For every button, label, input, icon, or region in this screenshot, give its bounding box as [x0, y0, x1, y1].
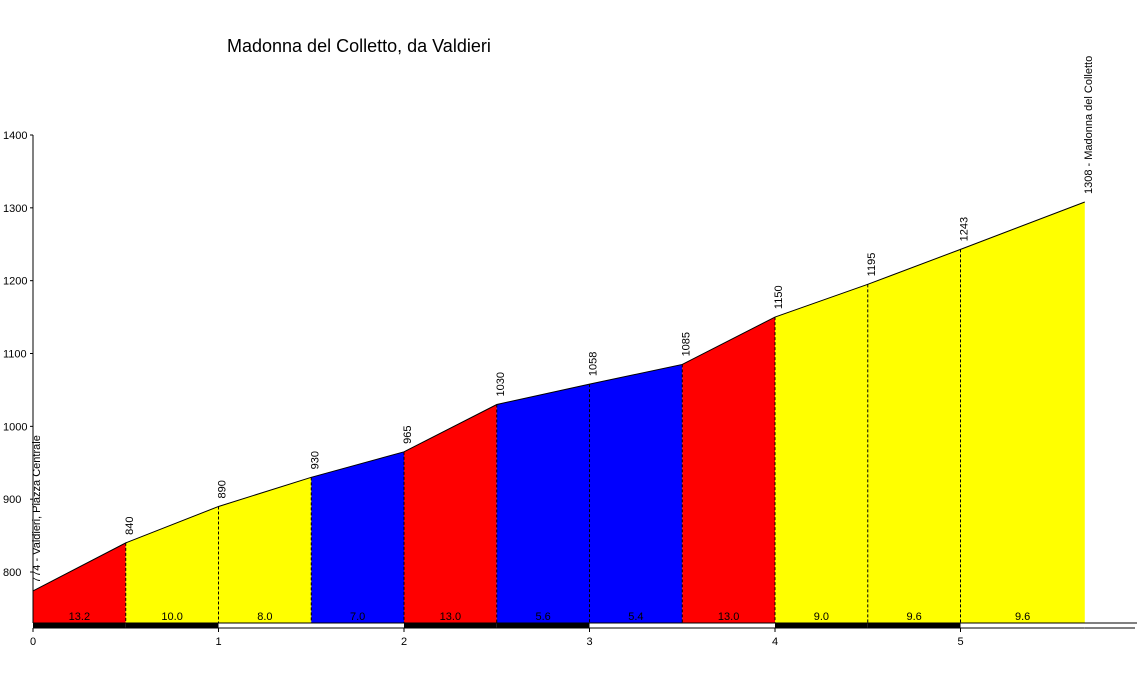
y-tick-label-6: 1400: [3, 130, 27, 142]
altitude-label-6: 1030: [495, 372, 507, 396]
grade-segment-3: [218, 477, 312, 623]
y-tick-label-3: 1100: [3, 349, 27, 361]
x-tick-label-0: 0: [30, 636, 36, 648]
x-tick-label-5: 5: [957, 636, 963, 648]
km-bar-block-8: [682, 623, 775, 628]
grade-segments: [33, 202, 1085, 623]
grade-label-1: 13.2: [69, 611, 90, 623]
km-bar-block-12: [1053, 623, 1085, 628]
km-bar-block-7: [589, 623, 683, 628]
grade-label-10: 9.6: [906, 611, 921, 623]
km-scale-bar: [33, 623, 1085, 629]
altitude-label-3: 890: [217, 480, 229, 498]
x-axis-ticks: 0 1 2 3 4 5: [30, 628, 964, 648]
km-bar-block-2: [125, 623, 219, 628]
grade-label-9: 9.0: [814, 611, 829, 623]
km-bar-block-4: [311, 623, 404, 628]
y-tick-label-4: 1200: [3, 276, 27, 288]
altitude-label-1: 774 - Valdieri, Piazza Centrale: [31, 435, 43, 583]
km-bar-block-11: [960, 623, 1054, 628]
profile-line: [32, 201, 1085, 592]
grade-segment-2: [125, 506, 219, 623]
grade-label-8: 13.0: [718, 611, 739, 623]
grade-labels: 13.2 10.0 8.0 7.0 13.0 5.6 5.4 13.0 9.0 9.6 9.6: [69, 611, 1031, 623]
altitude-label-5: 965: [402, 425, 414, 443]
km-bar-block-5: [404, 623, 497, 628]
km-bar-block-3: [218, 623, 312, 628]
km-bar-block-10: [867, 623, 961, 628]
profile-outline: [32, 201, 1085, 592]
grade-label-11: 9.6: [1015, 611, 1030, 623]
axes: [32, 135, 1137, 629]
altitude-label-12: 1308 - Madonna del Colletto: [1083, 56, 1095, 194]
y-tick-label-0: 800: [3, 567, 21, 579]
x-tick-label-4: 4: [772, 636, 778, 648]
grade-segment-7: [589, 364, 683, 623]
y-axis-ticks: 800 900 1000 1100 1200 1300 1400: [3, 130, 33, 579]
y-tick-label-1: 900: [3, 494, 21, 506]
x-tick-label-3: 3: [586, 636, 592, 648]
y-tick-label-2: 1000: [3, 421, 27, 433]
grade-segment-1: [33, 542, 126, 623]
km-bar-block-9: [775, 623, 868, 628]
grade-label-4: 7.0: [350, 611, 365, 623]
grade-label-6: 5.6: [535, 611, 550, 623]
altitude-label-9: 1150: [773, 285, 785, 309]
altitude-label-4: 930: [309, 451, 321, 469]
segment-dividers: [125, 249, 961, 623]
x-tick-label-1: 1: [215, 636, 221, 648]
grade-label-3: 8.0: [257, 611, 272, 623]
altitude-label-8: 1085: [680, 332, 692, 356]
grade-segment-6: [496, 384, 590, 623]
grade-label-5: 13.0: [440, 611, 461, 623]
km-bar-block-1: [33, 623, 126, 628]
grade-segment-9: [775, 284, 868, 623]
altitude-label-10: 1195: [866, 253, 878, 277]
altitude-label-2: 840: [124, 517, 136, 535]
km-bar-block-6: [496, 623, 590, 628]
grade-label-7: 5.4: [628, 611, 643, 623]
y-tick-label-5: 1300: [3, 203, 27, 215]
grade-segment-4: [311, 451, 404, 623]
grade-segment-10: [867, 249, 961, 623]
grade-label-2: 10.0: [161, 611, 182, 623]
altitude-labels: 774 - Valdieri, Piazza Centrale 840 890 930…: [31, 56, 1095, 583]
x-tick-label-2: 2: [401, 636, 407, 648]
grade-segment-5: [404, 404, 497, 623]
chart-title: Madonna del Colletto, da Valdieri: [227, 36, 491, 56]
altitude-label-7: 1058: [588, 352, 600, 376]
grade-segment-8: [682, 317, 775, 623]
altitude-label-11: 1243: [959, 217, 971, 241]
grade-segment-11: [960, 202, 1085, 623]
